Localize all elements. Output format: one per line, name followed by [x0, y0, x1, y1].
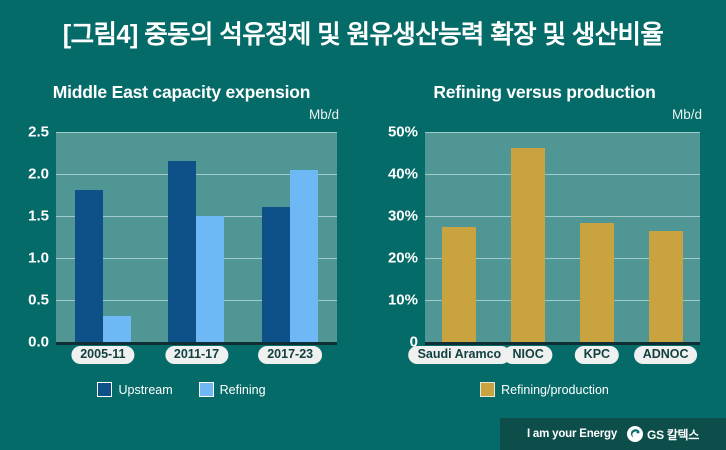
- y-axis-tick-label: 40%: [387, 165, 418, 183]
- x-axis-label-saudi-aramco: Saudi Aramco: [408, 346, 511, 364]
- page-title: [그림4] 중동의 석유정제 및 원유생산능력 확장 및 생산비율: [0, 14, 726, 51]
- y-axis-tick-label: 0.0: [28, 333, 49, 351]
- gridline: [56, 174, 337, 175]
- x-axis-label-nioc: NIOC: [503, 346, 553, 364]
- plot-area-right: 0 10% 20% 30% 40% 50%: [388, 124, 700, 351]
- bar-upstream-2011-17: [168, 161, 197, 342]
- bar-group: [631, 132, 700, 342]
- footer-slogan: I am your Energy: [526, 428, 618, 440]
- chart-unit-left: Mb/d: [308, 107, 339, 122]
- bar-refining-2005-11: [102, 315, 131, 342]
- legend-label: Upstream: [118, 382, 173, 397]
- y-axis-tick-label: 2.0: [28, 165, 49, 183]
- charts-container: Middle East capacity expension Mb/d 0.0 0…: [0, 82, 726, 422]
- bar-refining-2011-17: [196, 216, 225, 342]
- y-axis-tick-label: 2.5: [28, 123, 49, 141]
- legend-right: Refining/production: [363, 382, 726, 397]
- bar-group: [243, 132, 337, 342]
- chart-title-right: Refining versus production: [433, 82, 656, 102]
- bar-group: [425, 132, 494, 342]
- footer: I am your Energy GS 칼텍스: [0, 418, 726, 450]
- gs-caltex-logo-icon: GS 칼텍스: [627, 426, 699, 443]
- y-axis-tick-label: 30%: [387, 207, 418, 225]
- gridline: [425, 300, 700, 301]
- bar-refining-production-kpc: [579, 223, 614, 342]
- chart-title-left: Middle East capacity expension: [52, 82, 311, 102]
- gridline: [425, 174, 700, 175]
- chart-panel-refining-vs-production: Refining versus production Mb/d 0 10% 20% 3…: [363, 82, 726, 422]
- y-axis-tick-label: 1.0: [28, 249, 49, 267]
- x-axis-label-adnoc: ADNOC: [633, 346, 698, 364]
- plot-area-left: 0.0 0.5 1.0 1.5 2.0 2.5: [28, 124, 337, 351]
- bar-refining-production-nioc: [511, 147, 546, 342]
- gridline: [425, 258, 700, 259]
- y-axis-tick-label: 10%: [387, 291, 418, 309]
- bar-group: [150, 132, 244, 342]
- legend-left: Upstream Refining: [0, 382, 363, 397]
- y-axis-tick-label: 50%: [387, 123, 418, 141]
- bar-refining-production-adnoc: [648, 230, 683, 342]
- gridline: [425, 216, 700, 217]
- page-title-text: [그림4] 중동의 석유정제 및 원유생산능력 확장 및 생산비율: [62, 21, 664, 49]
- bar-refining-2017-23: [290, 169, 319, 342]
- y-axis-tick-label: 20%: [387, 249, 418, 267]
- x-axis-label-2017-23: 2017-23: [258, 346, 323, 364]
- legend-label: Refining: [219, 382, 266, 397]
- gridline: [425, 132, 700, 133]
- x-axis-labels-left: 2005-11 2011-17 2017-23: [56, 346, 337, 364]
- legend-item-refining[interactable]: Refining: [198, 382, 266, 397]
- bar-upstream-2005-11: [74, 189, 103, 342]
- bar-group: [494, 132, 563, 342]
- bar-refining-production-saudi-aramco: [442, 226, 477, 342]
- legend-label: Refining/production: [501, 382, 609, 397]
- gridline: [56, 132, 337, 133]
- gs-logo-mark-icon: [627, 426, 644, 442]
- x-axis-labels-right: Saudi Aramco NIOC KPC ADNOC: [408, 346, 700, 364]
- chart-unit-right: Mb/d: [671, 107, 702, 122]
- legend-item-upstream[interactable]: Upstream: [97, 382, 173, 397]
- x-axis-label-kpc: KPC: [574, 346, 620, 364]
- x-axis-baseline-right: [425, 342, 700, 345]
- x-axis-label-2005-11: 2005-11: [71, 346, 135, 364]
- legend-swatch-icon: [97, 382, 113, 397]
- bar-group: [563, 132, 632, 342]
- y-axis-tick-label: 0: [409, 333, 418, 351]
- gs-caltex-brand-text: GS 칼텍스: [647, 427, 700, 442]
- x-axis-baseline-left: [56, 342, 337, 345]
- x-axis-label-2011-17: 2011-17: [164, 346, 229, 364]
- legend-swatch-icon: [198, 382, 214, 397]
- legend-swatch-icon: [480, 382, 496, 397]
- chart-panel-capacity-expansion: Middle East capacity expension Mb/d 0.0 0…: [0, 82, 363, 422]
- bar-upstream-2017-23: [262, 206, 291, 342]
- bar-group: [56, 132, 150, 342]
- y-axis-tick-label: 0.5: [28, 291, 49, 309]
- legend-item-refining-production[interactable]: Refining/production: [480, 382, 609, 397]
- y-axis-tick-label: 1.5: [28, 207, 49, 225]
- footer-brand-bar: I am your Energy GS 칼텍스: [500, 418, 726, 450]
